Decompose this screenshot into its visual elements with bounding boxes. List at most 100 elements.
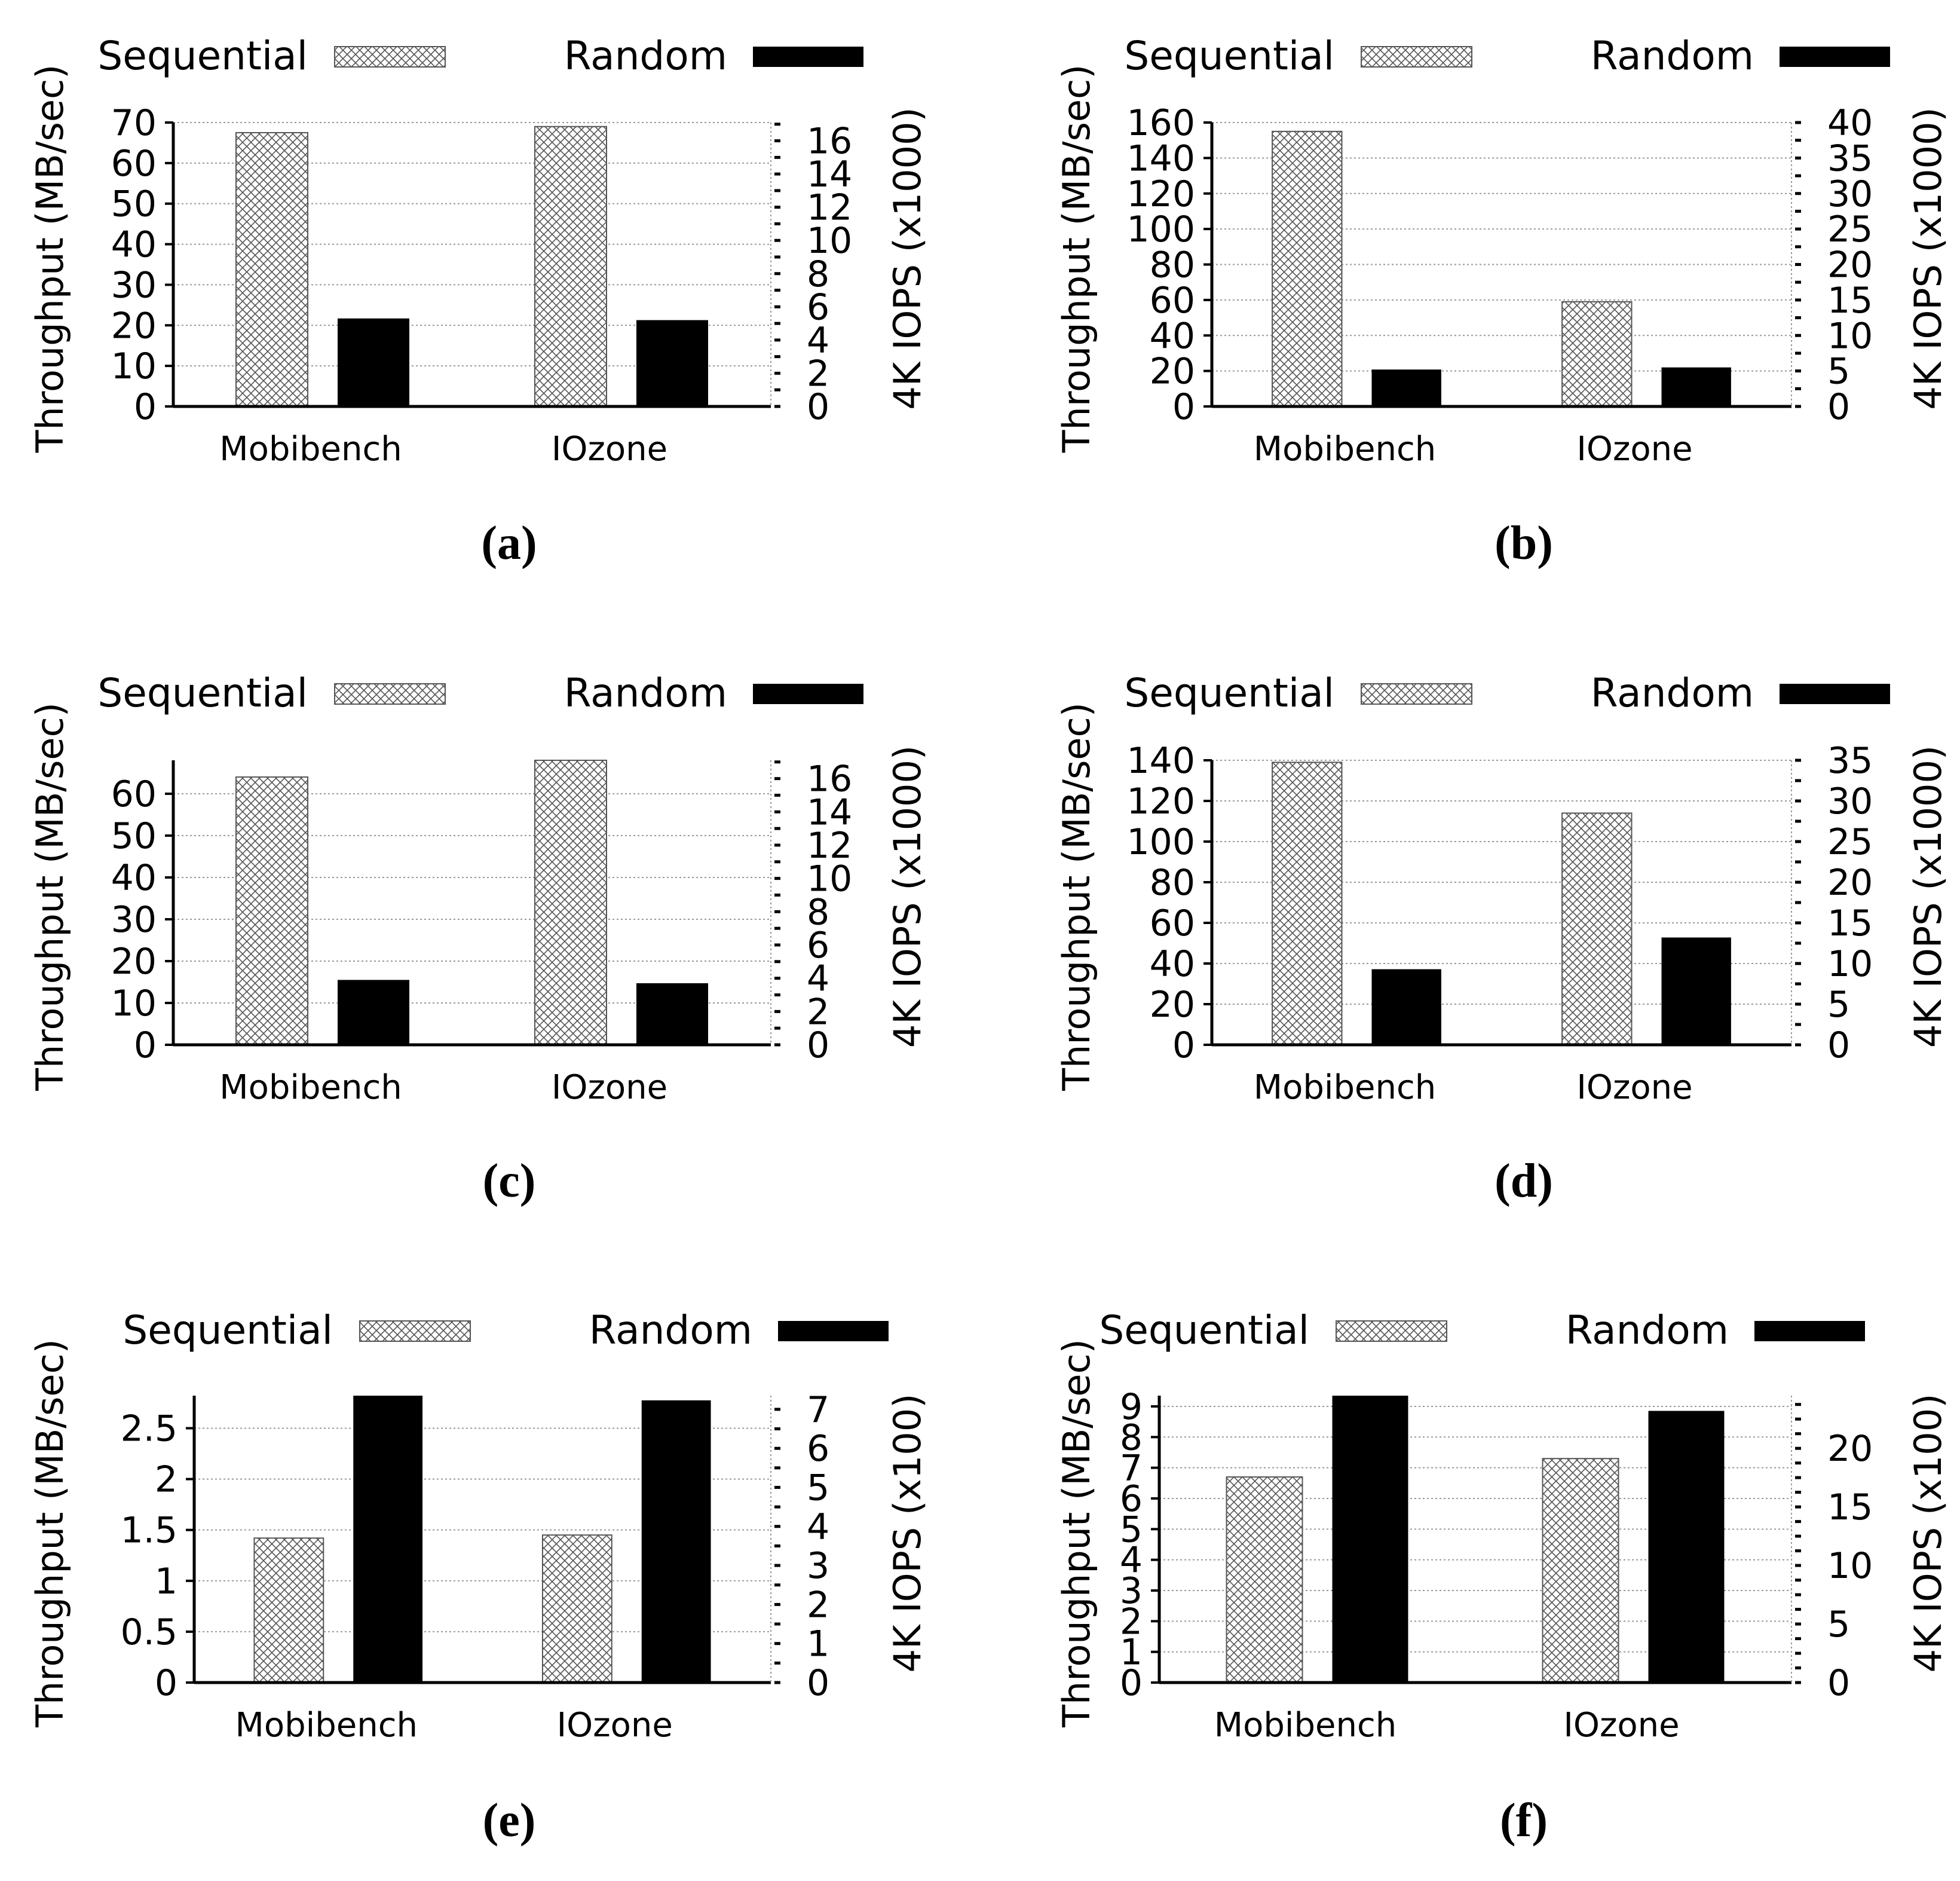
x-tick-label: Mobibench (219, 430, 402, 469)
bar-random-iozone (641, 1400, 711, 1683)
y2-tick-label: 25 (1827, 209, 1873, 250)
bar-sequential-iozone (1561, 301, 1633, 407)
bar-random-iozone (1661, 367, 1731, 406)
y-tick-label: 60 (111, 143, 157, 185)
y-tick-label: 2.5 (121, 1408, 177, 1449)
x-tick-label: Mobibench (219, 1068, 402, 1107)
x-tick-label: IOzone (1563, 1706, 1679, 1745)
y-tick-label: 40 (111, 224, 157, 266)
bar-random-mobibench (338, 980, 409, 1045)
x-tick-label: Mobibench (1214, 1706, 1396, 1745)
y-tick-label: 10 (111, 345, 157, 387)
bar-random-iozone (1661, 937, 1731, 1045)
y-tick-label: 60 (111, 773, 157, 815)
y2-tick-label: 15 (1827, 280, 1873, 322)
y2-tick-label: 12 (807, 187, 852, 229)
y2-tick-label: 2 (807, 991, 829, 1033)
y2-axis-label: 4K IOPS (x1000) (1906, 107, 1950, 409)
x-tick-label: IOzone (1576, 430, 1692, 469)
bar-sequential-iozone (1561, 812, 1633, 1046)
panel-caption: (c) (483, 1155, 536, 1207)
y-tick-label: 3 (1120, 1570, 1143, 1612)
y2-tick-label: 40 (1827, 102, 1873, 144)
y-tick-label: 80 (1150, 244, 1195, 286)
y2-tick-label: 5 (1827, 351, 1850, 393)
y2-tick-label: 25 (1827, 821, 1873, 863)
y2-tick-label: 35 (1827, 740, 1873, 782)
panel-caption: (d) (1494, 1155, 1553, 1207)
y-tick-label: 140 (1126, 137, 1195, 179)
y2-tick-label: 15 (1827, 1487, 1873, 1528)
y-tick-label: 0 (155, 1662, 177, 1704)
y2-tick-label: 6 (807, 1428, 829, 1470)
y2-tick-label: 14 (807, 154, 852, 195)
y-tick-label: 1 (155, 1561, 177, 1602)
y-tick-label: 1.5 (121, 1510, 177, 1552)
x-tick-label: Mobibench (1254, 430, 1436, 469)
y-tick-label: 0 (134, 386, 157, 428)
legend-swatch-sequential (334, 683, 446, 705)
y-tick-label: 9 (1120, 1386, 1143, 1428)
y2-tick-label: 1 (807, 1623, 829, 1665)
y2-tick-label: 10 (1827, 943, 1873, 985)
legend-swatch-random (753, 47, 863, 67)
legend-label-random: Random (1591, 670, 1754, 716)
panel-caption: (e) (483, 1794, 536, 1847)
bar-sequential-mobibench (235, 776, 308, 1045)
x-tick-label: IOzone (552, 430, 667, 469)
legend-label-sequential: Sequential (1099, 1307, 1309, 1353)
y2-tick-label: 16 (807, 121, 852, 163)
y2-tick-label: 30 (1827, 173, 1873, 215)
y2-tick-label: 8 (807, 253, 829, 295)
y2-tick-label: 14 (807, 791, 852, 833)
y2-axis-label: 4K IOPS (x1000) (1906, 745, 1950, 1048)
bar-sequential-mobibench (1226, 1476, 1303, 1683)
y-tick-label: 20 (1150, 984, 1195, 1026)
legend-swatch-sequential (1361, 46, 1472, 68)
y2-axis-label: 4K IOPS (x100) (886, 1394, 929, 1673)
legend-swatch-random (1780, 684, 1890, 704)
legend-label-sequential: Sequential (1124, 670, 1334, 716)
y-axis-label: Throughput (MB/sec) (1055, 65, 1098, 454)
bar-sequential-mobibench (1272, 761, 1343, 1046)
y2-axis-label: 4K IOPS (x100) (1906, 1394, 1950, 1673)
y-tick-label: 40 (111, 857, 157, 899)
y2-tick-label: 5 (1827, 984, 1850, 1026)
legend-label-random: Random (564, 33, 727, 79)
y-tick-label: 120 (1126, 781, 1195, 822)
y-tick-label: 7 (1120, 1448, 1143, 1489)
y2-tick-label: 15 (1827, 903, 1873, 944)
y2-tick-label: 4 (807, 320, 829, 362)
y2-tick-label: 20 (1827, 1428, 1873, 1470)
y2-tick-label: 3 (807, 1545, 829, 1587)
y-axis-label: Throughput (MB/sec) (1055, 702, 1098, 1091)
y-tick-label: 30 (111, 264, 157, 306)
y2-tick-label: 6 (807, 286, 829, 328)
y2-tick-label: 4 (807, 1506, 829, 1548)
y-tick-label: 4 (1120, 1540, 1143, 1582)
legend-label-sequential: Sequential (97, 670, 308, 716)
panel-caption: (b) (1494, 517, 1553, 570)
bar-random-iozone (1648, 1411, 1725, 1683)
y2-tick-label: 10 (807, 858, 852, 900)
y-tick-label: 0 (1172, 386, 1195, 428)
y2-tick-label: 10 (807, 220, 852, 262)
bar-random-mobibench (353, 1396, 423, 1683)
y-tick-label: 1 (1120, 1632, 1143, 1674)
bar-sequential-iozone (541, 1534, 612, 1683)
y-tick-label: 0 (134, 1024, 157, 1066)
bar-random-iozone (636, 320, 708, 406)
y-tick-label: 50 (111, 183, 157, 225)
legend-swatch-sequential (1361, 683, 1472, 705)
y-tick-label: 160 (1126, 102, 1195, 144)
bar-random-mobibench (338, 318, 409, 406)
y2-tick-label: 0 (1827, 1024, 1850, 1066)
chart-panel-e: Sequential Random Mobibench IOzone 0 0.5 1 1.5 2… (28, 1307, 929, 1847)
y-axis-label: Throughput (MB/sec) (28, 1339, 72, 1728)
y-tick-label: 10 (111, 983, 157, 1024)
